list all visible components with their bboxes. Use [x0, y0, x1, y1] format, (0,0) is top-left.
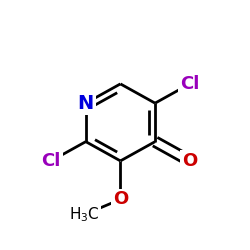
- Text: Cl: Cl: [42, 152, 61, 170]
- Text: O: O: [182, 152, 197, 170]
- Text: N: N: [78, 94, 94, 113]
- Text: O: O: [113, 190, 128, 208]
- Text: $\mathsf{H_3C}$: $\mathsf{H_3C}$: [68, 206, 99, 224]
- Text: Cl: Cl: [180, 75, 200, 93]
